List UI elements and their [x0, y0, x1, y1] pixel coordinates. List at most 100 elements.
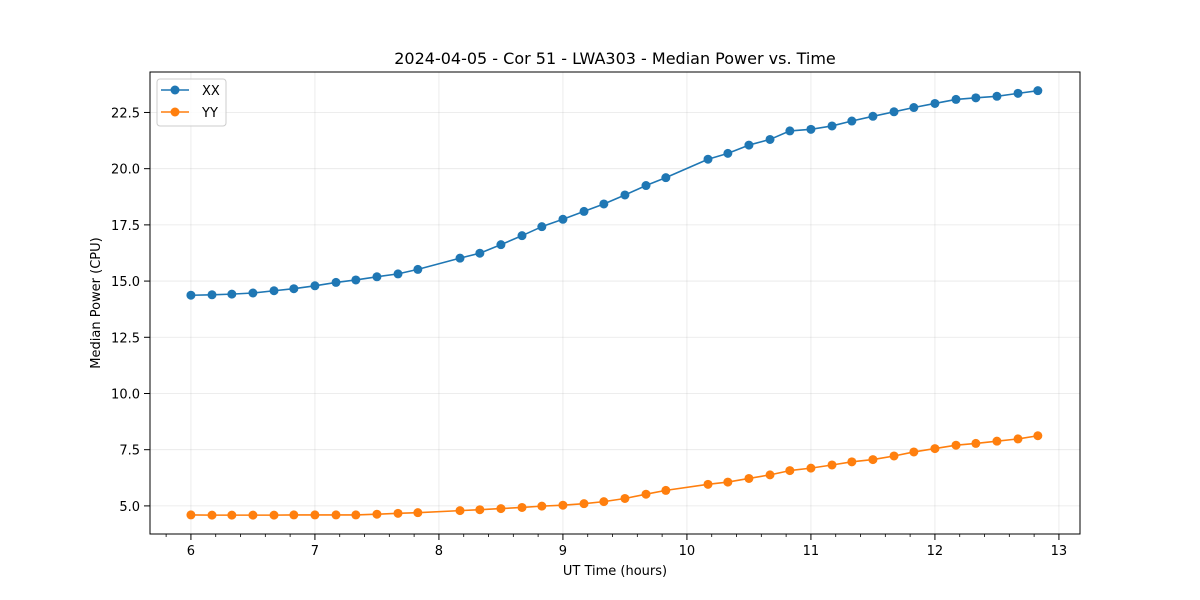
data-point-xx	[496, 240, 506, 250]
data-point-yy	[868, 455, 878, 465]
data-point-xx	[517, 231, 527, 241]
plot-area	[149, 71, 1081, 535]
grid	[150, 72, 1080, 534]
x-tick-label: 11	[803, 544, 820, 559]
y-tick-label: 7.5	[119, 444, 140, 459]
data-point-xx	[744, 140, 754, 150]
legend-marker-xx	[170, 85, 180, 95]
data-point-yy	[413, 508, 423, 518]
data-point-yy	[909, 447, 919, 457]
y-tick-label: 22.5	[111, 106, 140, 121]
data-point-yy	[475, 505, 485, 515]
data-point-yy	[558, 500, 568, 510]
data-point-yy	[847, 457, 857, 467]
series-layer	[186, 86, 1043, 520]
data-point-yy	[744, 473, 754, 483]
data-point-xx	[599, 199, 609, 209]
data-point-yy	[186, 510, 196, 520]
data-point-xx	[806, 124, 816, 134]
data-point-yy	[310, 510, 320, 520]
data-point-xx	[331, 277, 341, 287]
x-tick-label: 6	[187, 544, 195, 559]
data-point-xx	[889, 107, 899, 117]
data-point-yy	[951, 440, 961, 450]
data-point-yy	[1033, 431, 1043, 441]
data-point-yy	[351, 510, 361, 520]
data-point-yy	[393, 508, 403, 518]
data-point-yy	[227, 510, 237, 520]
y-tick-label: 12.5	[111, 331, 140, 346]
x-tick-label: 9	[559, 544, 567, 559]
data-point-yy	[661, 485, 671, 495]
data-point-xx	[455, 253, 465, 263]
data-point-xx	[661, 173, 671, 183]
y-axis-label: Median Power (CPU)	[89, 237, 104, 368]
data-point-yy	[1013, 434, 1023, 444]
data-point-xx	[579, 206, 589, 216]
data-point-yy	[517, 502, 527, 512]
y-tick-label: 5.0	[119, 500, 140, 515]
data-point-xx	[372, 272, 382, 282]
y-tick-label: 15.0	[111, 275, 140, 290]
data-point-yy	[930, 444, 940, 454]
legend-label-yy: YY	[201, 106, 218, 121]
data-point-xx	[207, 290, 217, 300]
x-tick-label: 13	[1051, 544, 1068, 559]
data-point-xx	[289, 284, 299, 294]
data-point-xx	[475, 248, 485, 258]
data-point-yy	[455, 506, 465, 516]
data-point-xx	[930, 98, 940, 108]
data-point-yy	[703, 479, 713, 489]
data-point-xx	[641, 181, 651, 191]
data-point-yy	[579, 499, 589, 509]
axis-ticks: 6 7 8 9 10 11 12 13 5.0 7.5 10.0 12.5 15.0 17.5 20.0 22…	[111, 106, 1067, 559]
data-point-yy	[806, 463, 816, 473]
data-point-xx	[1013, 88, 1023, 98]
data-point-yy	[599, 497, 609, 507]
data-point-yy	[331, 510, 341, 520]
data-point-xx	[351, 275, 361, 285]
data-point-yy	[269, 510, 279, 520]
x-tick-label: 8	[435, 544, 443, 559]
data-point-yy	[248, 510, 258, 520]
data-point-xx	[413, 264, 423, 274]
data-point-xx	[537, 222, 547, 232]
data-point-xx	[827, 121, 837, 131]
data-point-xx	[248, 288, 258, 298]
data-point-xx	[1033, 86, 1043, 96]
legend-label-xx: XX	[202, 84, 220, 99]
data-point-yy	[889, 451, 899, 461]
data-point-yy	[537, 501, 547, 511]
series-line-xx	[190, 89, 1038, 297]
data-point-xx	[909, 103, 919, 113]
data-point-yy	[620, 493, 630, 503]
data-point-yy	[496, 504, 506, 514]
x-tick-label: 10	[679, 544, 696, 559]
data-point-xx	[186, 290, 196, 300]
data-point-xx	[620, 190, 630, 200]
data-point-xx	[868, 111, 878, 121]
y-tick-label: 10.0	[111, 387, 140, 402]
data-point-yy	[765, 470, 775, 480]
data-point-yy	[785, 466, 795, 476]
data-point-yy	[289, 510, 299, 520]
data-point-xx	[847, 116, 857, 126]
x-tick-label: 7	[311, 544, 319, 559]
data-point-xx	[269, 286, 279, 296]
data-point-yy	[641, 489, 651, 499]
x-axis-label: UT Time (hours)	[563, 564, 667, 579]
data-point-xx	[992, 91, 1002, 101]
legend-marker-yy	[170, 107, 180, 117]
legend: XX YY	[156, 78, 227, 127]
data-point-xx	[393, 269, 403, 279]
y-tick-label: 20.0	[111, 163, 140, 178]
data-point-yy	[723, 477, 733, 487]
data-point-yy	[971, 438, 981, 448]
data-point-yy	[372, 509, 382, 519]
chart-title: 2024-04-05 - Cor 51 - LWA303 - Median Po…	[394, 49, 836, 68]
data-point-yy	[827, 460, 837, 470]
data-point-xx	[558, 214, 568, 224]
data-point-xx	[703, 154, 713, 164]
data-point-yy	[992, 436, 1002, 446]
